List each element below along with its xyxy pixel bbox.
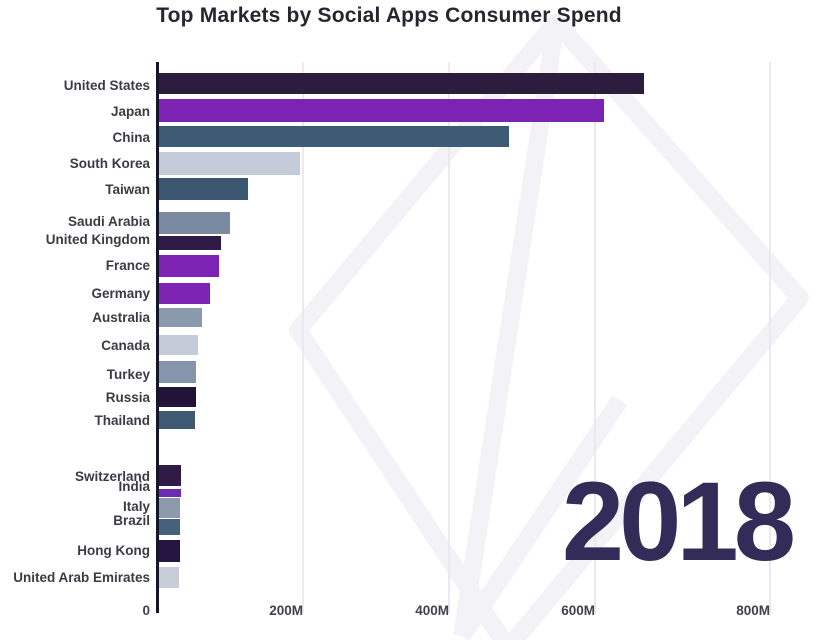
bar (159, 152, 300, 175)
bar (159, 387, 196, 407)
bar (159, 540, 180, 562)
bar (159, 73, 644, 94)
country-label: Italy (122, 499, 150, 514)
country-label: Turkey (106, 367, 150, 382)
bar (159, 361, 196, 383)
country-label: United Kingdom (45, 232, 150, 247)
country-label: South Korea (69, 156, 150, 171)
country-label: Thailand (94, 413, 150, 428)
country-label: India (118, 479, 150, 494)
country-label: Japan (110, 104, 150, 119)
bar (159, 567, 179, 588)
country-label: Saudi Arabia (67, 214, 150, 229)
country-label: Switzerland (74, 469, 150, 484)
gridline (302, 62, 304, 613)
axis-tick-label: 800M (736, 603, 770, 618)
bar (159, 335, 198, 355)
country-label: Taiwan (105, 182, 150, 197)
axis-tick-label: 0 (142, 603, 150, 618)
bar (159, 178, 248, 200)
country-label: Hong Kong (77, 543, 150, 558)
country-label: United Arab Emirates (13, 570, 150, 585)
country-label: China (112, 130, 150, 145)
country-label: Russia (105, 390, 150, 405)
chart-title: Top Markets by Social Apps Consumer Spen… (156, 4, 622, 27)
axis-tick-label: 600M (561, 603, 595, 618)
country-label: Germany (91, 286, 150, 301)
gridline (769, 62, 771, 613)
gridline (594, 62, 596, 613)
axis-tick-label: 400M (415, 603, 449, 618)
bar (159, 236, 221, 250)
bar (159, 126, 509, 147)
bar (159, 465, 181, 486)
bar (159, 489, 181, 497)
bar (159, 498, 180, 518)
bar (159, 212, 230, 234)
axis-tick-label: 200M (269, 603, 303, 618)
bar (159, 308, 202, 327)
bar (159, 411, 195, 429)
y-axis-line (156, 62, 159, 613)
bar (159, 519, 180, 535)
gridline (448, 62, 450, 613)
country-label: France (105, 258, 150, 273)
country-label: United States (63, 78, 150, 93)
bar (159, 99, 604, 122)
year-label: 2018 (561, 459, 796, 584)
bar (159, 255, 219, 277)
country-label: Australia (92, 310, 150, 325)
bar (159, 283, 210, 304)
country-label: Brazil (113, 513, 150, 528)
country-label: Canada (101, 338, 150, 353)
